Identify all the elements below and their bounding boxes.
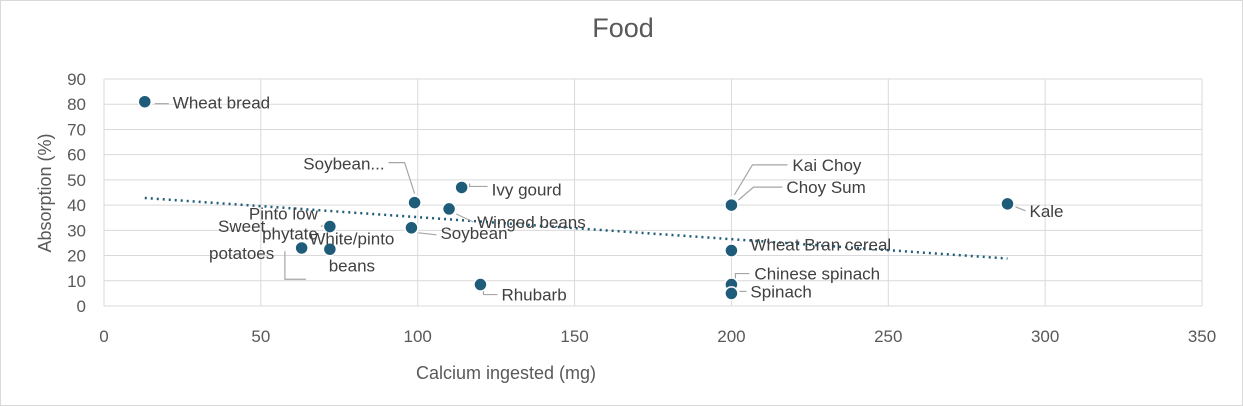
x-tick-label: 200	[717, 327, 745, 346]
data-label: Pinto low phytate	[249, 205, 319, 244]
data-label: Ivy gourd	[492, 180, 562, 199]
label-leader-line	[469, 183, 488, 188]
data-point	[294, 240, 309, 256]
y-tick-label: 50	[67, 171, 86, 190]
gridlines	[103, 78, 1203, 307]
data-points	[137, 94, 1015, 301]
x-tick-label: 50	[251, 327, 270, 346]
data-labels: Wheat bread Soybean... Ivy gourd Winged bea…	[173, 94, 1064, 305]
y-tick-label: 80	[67, 95, 86, 114]
data-point	[454, 180, 469, 195]
data-label: Wheat Bran cereal	[750, 236, 891, 255]
data-label: Soybean...	[303, 155, 384, 174]
data-point	[322, 242, 338, 257]
data-label: Winged beans	[477, 213, 586, 232]
x-tick-label: 0	[99, 327, 108, 346]
x-tick-label: 100	[404, 327, 432, 346]
data-point	[1000, 196, 1015, 212]
x-axis-title: Calcium ingested (mg)	[416, 363, 596, 383]
data-point	[724, 286, 739, 301]
data-point	[137, 94, 153, 109]
label-leader-line	[734, 272, 750, 279]
linear-trendline	[144, 196, 1008, 260]
label-leader-line	[455, 213, 474, 223]
data-point	[441, 201, 457, 217]
data-label: Spinach	[750, 282, 811, 301]
y-tick-label: 0	[77, 297, 86, 316]
data-label: Kale	[1029, 202, 1063, 221]
label-leader-line	[738, 186, 783, 201]
label-leader-line	[418, 232, 437, 236]
y-tick-label: 70	[67, 120, 86, 139]
x-tick-label: 350	[1188, 327, 1216, 346]
label-leader-line	[1015, 206, 1026, 212]
x-tick-label: 250	[874, 327, 902, 346]
data-label: Kai Choy	[792, 156, 861, 175]
data-label: Rhubarb	[501, 286, 566, 305]
y-tick-label: 30	[67, 221, 86, 240]
chart-title: Food	[592, 13, 654, 43]
data-point	[407, 195, 422, 210]
data-point	[724, 243, 739, 258]
data-label: Soybean	[440, 224, 507, 243]
x-tick-label: 300	[1031, 327, 1059, 346]
y-tick-label: 20	[67, 247, 86, 266]
label-leader-line	[284, 251, 306, 280]
y-tick-label: 40	[67, 196, 86, 215]
y-tick-label: 10	[67, 272, 86, 291]
data-label: Choy Sum	[786, 178, 865, 197]
y-tick-label: 60	[67, 146, 86, 165]
data-label: Sweet potatoes	[209, 217, 274, 263]
trendline-layer	[144, 196, 1008, 260]
label-leader-line	[733, 164, 788, 196]
data-point	[404, 220, 419, 236]
data-label: White/pinto beans	[309, 229, 394, 275]
label-leader-line	[388, 161, 416, 194]
leader-lines	[154, 103, 1026, 296]
label-leader-line	[482, 290, 498, 296]
data-point	[473, 277, 488, 292]
data-point	[724, 197, 739, 213]
axis-ticks: 0 10 20 30 40 50 60 70 80 90 0 50 100 150 200 250 300 350	[67, 70, 1216, 346]
x-tick-label: 150	[560, 327, 588, 346]
y-axis-title: Absorption (%)	[35, 133, 55, 252]
y-tick-label: 90	[67, 70, 86, 89]
data-point	[322, 219, 338, 234]
data-label: Chinese spinach	[754, 265, 880, 284]
data-label: Wheat bread	[173, 94, 270, 113]
